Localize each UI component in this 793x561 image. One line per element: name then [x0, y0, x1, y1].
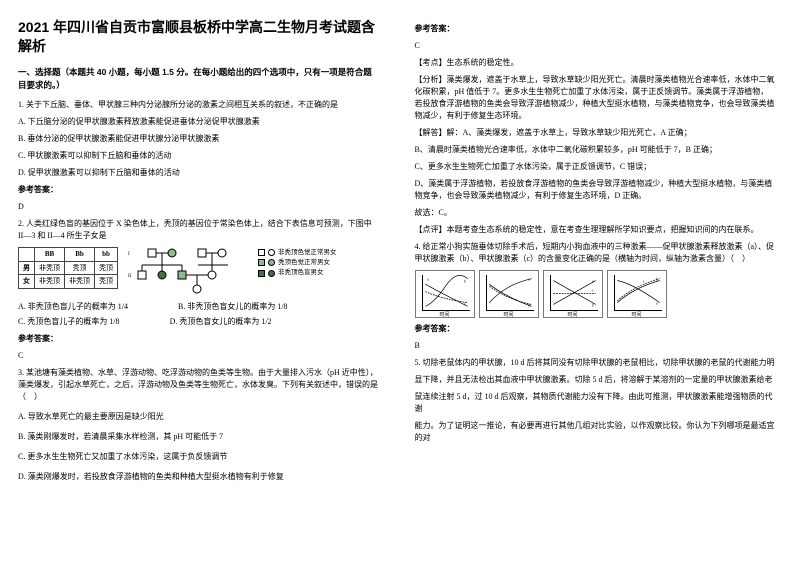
q4-answer-label: 参考答案： [415, 323, 776, 335]
legend-c: 非秃顶色盲男女 [278, 268, 324, 277]
left-column: 2021 年四川省自贡市富顺县板桥中学高二生物月考试题含解析 一、选择题（本题共… [0, 0, 397, 561]
q1-answer-label: 参考答案： [18, 184, 379, 196]
svg-text:c: c [592, 289, 594, 293]
legend-b: 秃顶色觉正常男女 [278, 258, 330, 267]
svg-text:c: c [515, 298, 517, 302]
q2-legend: 非秃顶色觉正常男女 秃顶色觉正常男女 非秃顶色盲男女 [258, 247, 337, 278]
q4-chart-a: abc 时间 [415, 270, 475, 318]
q2-answer-label: 参考答案： [18, 333, 379, 345]
svg-text:a: a [528, 278, 530, 282]
q3-answer-label: 参考答案： [415, 23, 776, 35]
q3-option-a: A. 导致水草死亡的最主要原因是缺少阳光 [18, 411, 379, 423]
q5-line-d: 能力。为了证明这一推论，有必要再进行其他几组对比实验，以作观察比较。你认为下列哪… [415, 420, 776, 444]
svg-text:b: b [592, 303, 594, 307]
q1-option-d: D. 促甲状腺激素可以抑制下丘脑和垂体的活动 [18, 167, 379, 179]
q4-answer: B [415, 340, 776, 352]
svg-text:a: a [427, 278, 429, 282]
analysis-kd: 【考点】生态系统的稳定性。 [415, 57, 776, 69]
chart-b-xlabel: 时间 [480, 312, 538, 320]
cell: 秃顶 [95, 275, 118, 289]
q2-answer: C [18, 350, 379, 362]
comment: 【点评】本题考查生态系统的稳定性，意在考查生理理解所学知识要点，把握知识间的内在… [415, 224, 776, 236]
svg-text:b: b [656, 278, 658, 282]
q4-chart-c: abc 时间 [543, 270, 603, 318]
q3-stem: 3. 某池塘有藻类植物、水草、浮游动物、吃浮游动物的鱼类等生物。由于大量排入污水… [18, 367, 379, 403]
row-male: 男 [19, 261, 35, 275]
q5-line-a: 5. 切除老鼠体内的甲状腺，10 d 后将其同没有切除甲状腺的老鼠相比，切除甲状… [415, 357, 776, 369]
q2-genotype-table: BB Bb bb 男 非秃顶 秃顶 秃顶 女 非秃顶 非秃顶 秃顶 [18, 247, 118, 289]
col-bb3: bb [95, 248, 118, 262]
svg-text:I: I [128, 252, 130, 257]
q3-option-c: C. 更多水生生物死亡又加重了水体污染，这属于负反馈调节 [18, 451, 379, 463]
analysis-fx: 【分析】藻类爆发，遮盖于水草上，导致水草缺少阳光死亡。清晨时藻类植物光合速率低，… [415, 74, 776, 122]
svg-text:c: c [643, 279, 645, 283]
cell: 秃顶 [65, 261, 95, 275]
q2-options-row2: C. 秃顶色盲儿子的概率为 1/8 D. 秃顶色盲女儿的概率为 1/2 [18, 316, 379, 328]
explain-a: 【解答】解：A、藻类爆发，遮盖于水草上，导致水草缺少阳光死亡，A 正确； [415, 127, 776, 139]
q2-options-row1: A. 非秃顶色盲儿子的概率为 1/4 B. 非秃顶色盲女儿的概率为 1/8 [18, 301, 379, 313]
q1-option-a: A. 下丘脑分泌的促甲状腺激素释放激素能促进垂体分泌促甲状腺激素 [18, 116, 379, 128]
chart-c-xlabel: 时间 [544, 312, 602, 320]
q2-option-a: A. 非秃顶色盲儿子的概率为 1/4 [18, 301, 128, 313]
q2-option-d: D. 秃顶色盲女儿的概率为 1/2 [170, 316, 272, 328]
svg-text:b: b [464, 279, 466, 283]
q2-figure-row: BB Bb bb 男 非秃顶 秃顶 秃顶 女 非秃顶 非秃顶 秃顶 [18, 247, 379, 297]
col-bb1: BB [35, 248, 65, 262]
svg-text:b: b [528, 303, 530, 307]
q4-stem: 4. 给正常小狗实施垂体切除手术后，短期内小狗血液中的三种激素——促甲状腺激素释… [415, 241, 776, 265]
q3-option-b: B. 藻类刚爆发时，若清晨采集水样检测，其 pH 可能低于 7 [18, 431, 379, 443]
svg-text:a: a [656, 301, 658, 305]
q5-line-c: 鼠连续注射 5 d，过 10 d 后观察，其物质代谢能力没有下降。由此可推测，甲… [415, 391, 776, 415]
q1-option-c: C. 甲状腺激素可以抑制下丘脑和垂体的活动 [18, 150, 379, 162]
row-female: 女 [19, 275, 35, 289]
q2-option-b: B. 非秃顶色盲女儿的概率为 1/8 [178, 301, 288, 313]
q1-answer: D [18, 201, 379, 213]
q2-option-c: C. 秃顶色盲儿子的概率为 1/8 [18, 316, 120, 328]
q3-answer: C [415, 40, 776, 52]
q2-pedigree-diagram: I II [128, 247, 248, 297]
table-empty [19, 248, 35, 262]
section-1-heading: 一、选择题（本题共 40 小题，每小题 1.5 分。在每小题给出的四个选项中，只… [18, 66, 379, 92]
col-bb2: Bb [65, 248, 95, 262]
chart-d-xlabel: 时间 [608, 312, 666, 320]
q5-line-b: 显下降，并且无法检出其血液中甲状腺激素。切除 5 d 后，将溶解于某溶剂的一定量… [415, 374, 776, 386]
q4-chart-row: a b c 时间 a b c 时间 a b c [415, 270, 776, 318]
document-title: 2021 年四川省自贡市富顺县板桥中学高二生物月考试题含解析 [18, 18, 379, 56]
q1-option-b: B. 垂体分泌的促甲状腺激素能促进甲状腺分泌甲状腺激素 [18, 133, 379, 145]
explain-b: B、清晨时藻类植物光合速率低，水体中二氧化碳积累较多，pH 可能低于 7，B 正… [415, 144, 776, 156]
explain-c: C、更多水生生物死亡加重了水体污染，属于正反馈调节，C 错误； [415, 161, 776, 173]
right-column: 参考答案： C 【考点】生态系统的稳定性。 【分析】藻类爆发，遮盖于水草上，导致… [397, 0, 793, 561]
chart-a-xlabel: 时间 [416, 312, 474, 320]
svg-text:II: II [128, 274, 132, 279]
explain-d: D、藻类属于浮游植物，若投放食浮游植物的鱼类会导致浮游植物减少，种植大型挺水植物… [415, 178, 776, 202]
legend-a: 非秃顶色觉正常男女 [278, 248, 337, 257]
conclusion: 故选：C。 [415, 207, 776, 219]
q3-option-d: D. 藻类刚爆发时，若投放食浮游植物的鱼类和种植大型挺水植物有利于修复 [18, 471, 379, 483]
cell: 秃顶 [95, 261, 118, 275]
q4-chart-b: a b c 时间 [479, 270, 539, 318]
cell: 非秃顶 [35, 275, 65, 289]
q2-stem: 2. 人类红绿色盲的基因位于 X 染色体上，秃顶的基因位于常染色体上，结合下表信… [18, 218, 379, 242]
q1-stem: 1. 关于下丘脑、垂体、甲状腺三种内分泌腺所分泌的激素之间相互关系的叙述，不正确… [18, 99, 379, 111]
cell: 非秃顶 [35, 261, 65, 275]
q4-chart-d: a b c 时间 [607, 270, 667, 318]
cell: 非秃顶 [65, 275, 95, 289]
